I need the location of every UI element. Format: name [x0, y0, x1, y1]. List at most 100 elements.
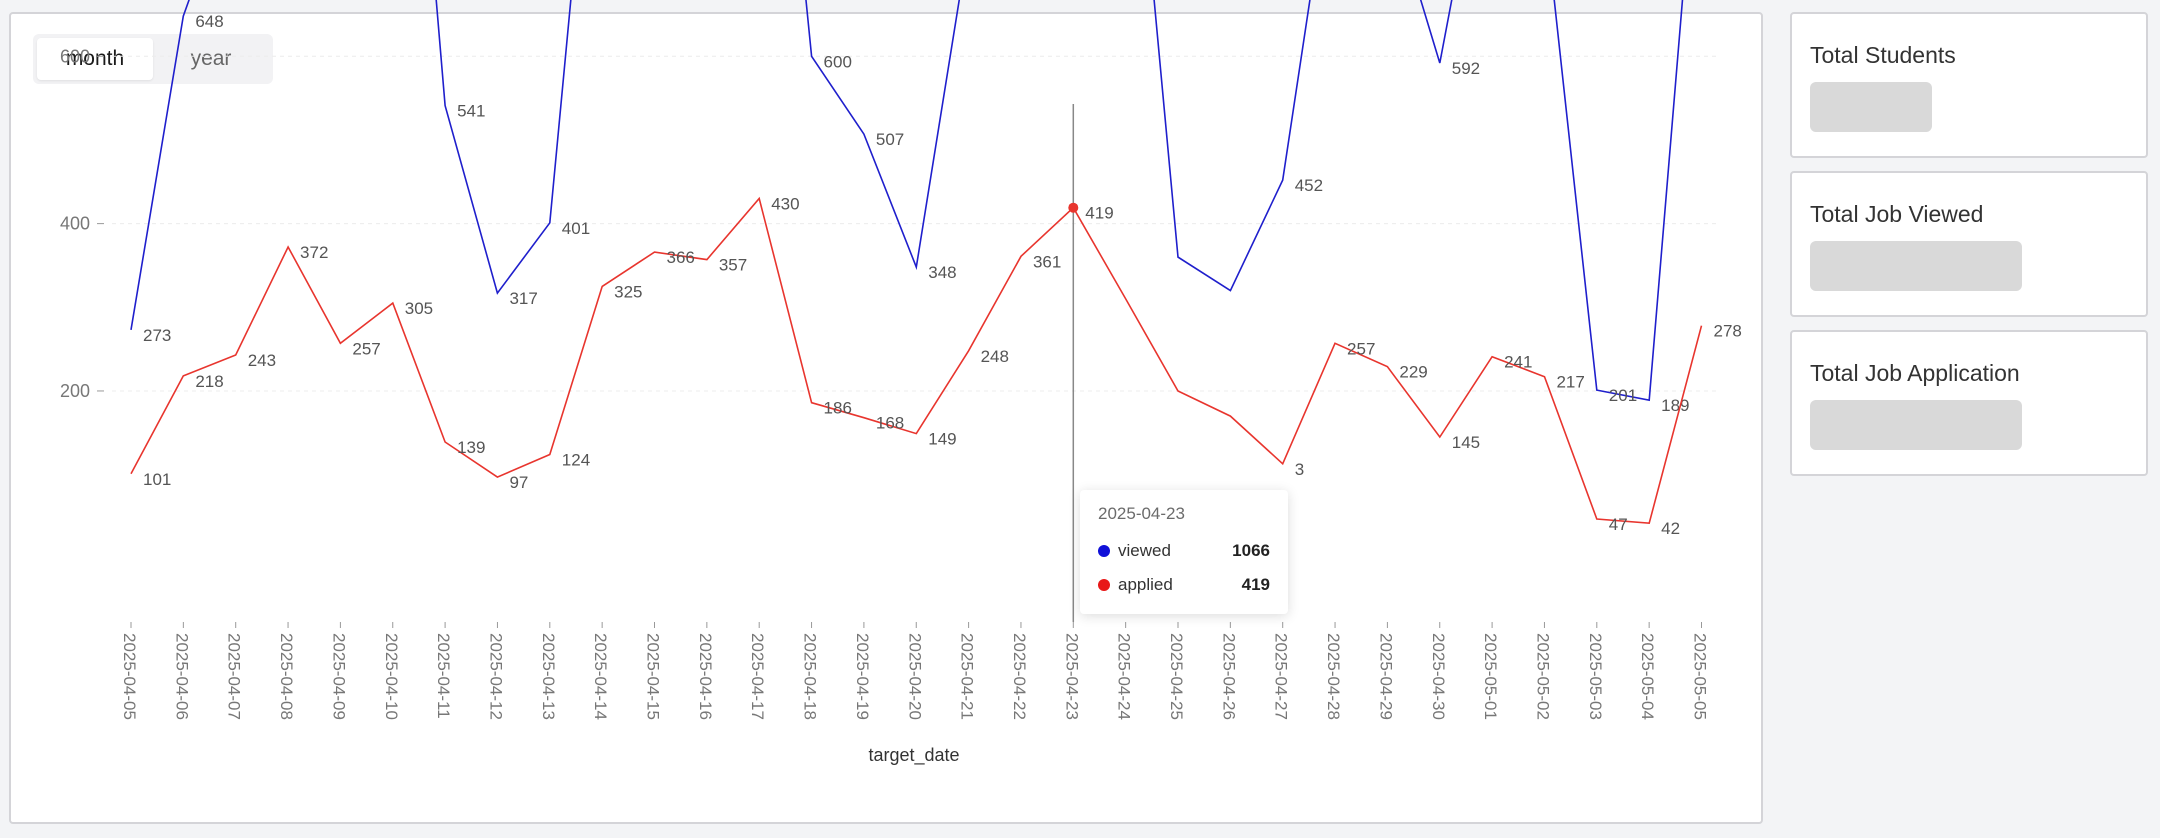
y-tick-label: 600 — [60, 46, 90, 66]
data-label-viewed: 600 — [824, 52, 852, 71]
data-label-applied: 278 — [1714, 322, 1742, 341]
data-label-applied: 168 — [876, 414, 904, 433]
month-toggle-button[interactable]: month — [37, 38, 153, 80]
stat-value-placeholder — [1810, 82, 1932, 132]
x-tick-label: 2025-04-30 — [1429, 633, 1448, 720]
data-label-viewed: 401 — [562, 219, 590, 238]
data-label-applied: 218 — [195, 372, 223, 391]
tooltip-series-name: viewed — [1118, 541, 1171, 560]
x-tick-label: 2025-04-09 — [329, 633, 348, 720]
x-tick-label: 2025-04-07 — [225, 633, 244, 720]
x-tick-label: 2025-05-02 — [1533, 633, 1552, 720]
x-tick-label: 2025-04-14 — [591, 633, 610, 720]
series-line-viewed — [130, 0, 1684, 402]
total-students-card: Total Students — [1790, 12, 2148, 158]
data-label-viewed: 592 — [1452, 59, 1480, 78]
data-label-applied: 257 — [352, 339, 380, 358]
x-tick-label: 2025-05-01 — [1481, 633, 1500, 720]
x-tick-label: 2025-04-19 — [853, 633, 872, 720]
data-label-applied: 42 — [1661, 519, 1680, 538]
x-tick-label: 2025-04-21 — [958, 633, 977, 720]
x-tick-label: 2025-04-20 — [905, 633, 924, 720]
data-label-applied: 101 — [143, 470, 171, 489]
tooltip-series-name: applied — [1118, 575, 1173, 594]
x-tick-label: 2025-04-27 — [1272, 633, 1291, 720]
data-label-applied: 47 — [1609, 515, 1628, 534]
data-label-applied: 243 — [248, 351, 276, 370]
x-tick-label: 2025-04-28 — [1324, 633, 1343, 720]
stat-title: Total Job Application — [1810, 360, 2020, 386]
x-tick-label: 2025-04-29 — [1376, 633, 1395, 720]
chart-tooltip: 2025-04-23 viewed 1066 applied 419 — [1080, 490, 1288, 614]
data-label-applied: 372 — [300, 243, 328, 262]
tooltip-series-value: 1066 — [1232, 541, 1270, 560]
data-label-applied: 430 — [771, 195, 799, 214]
data-label-applied: 248 — [981, 347, 1009, 366]
data-label-applied: 357 — [719, 256, 747, 275]
total-job-application-card: Total Job Application — [1790, 330, 2148, 476]
total-job-viewed-card: Total Job Viewed — [1790, 171, 2148, 317]
data-label-applied: 325 — [614, 282, 642, 301]
x-tick-label: 2025-04-06 — [172, 633, 191, 720]
stat-value-placeholder — [1810, 241, 2022, 291]
data-label-viewed: 273 — [143, 326, 171, 345]
applied-legend-dot — [1098, 579, 1110, 591]
x-tick-label: 2025-05-03 — [1586, 633, 1605, 720]
data-label-applied: 419 — [1085, 204, 1113, 223]
data-label-applied: 366 — [667, 248, 695, 267]
data-label-applied: 139 — [457, 438, 485, 457]
x-tick-label: 2025-04-16 — [696, 633, 715, 720]
data-label-viewed: 541 — [457, 102, 485, 121]
y-tick-label: 400 — [60, 214, 90, 234]
x-tick-label: 2025-04-10 — [382, 633, 401, 720]
y-tick-label: 200 — [60, 381, 90, 401]
data-label-applied: 241 — [1504, 353, 1532, 372]
data-label-applied: 305 — [405, 299, 433, 318]
data-label-applied: 361 — [1033, 252, 1061, 271]
x-tick-label: 2025-04-08 — [277, 633, 296, 720]
data-label-viewed: 201 — [1609, 386, 1637, 405]
data-label-applied: 217 — [1556, 373, 1584, 392]
x-tick-label: 2025-04-23 — [1062, 633, 1081, 720]
data-label-viewed: 507 — [876, 130, 904, 149]
data-label-viewed: 648 — [195, 12, 223, 31]
data-label-applied: 97 — [509, 473, 528, 492]
data-label-applied: 124 — [562, 451, 590, 470]
x-tick-label: 2025-04-25 — [1167, 633, 1186, 720]
x-tick-label: 2025-04-12 — [486, 633, 505, 720]
x-tick-label: 2025-04-26 — [1219, 633, 1238, 720]
data-label-viewed: 189 — [1661, 396, 1689, 415]
data-label-applied: 3 — [1295, 460, 1304, 479]
x-tick-label: 2025-04-24 — [1115, 633, 1134, 720]
series-line-applied — [130, 196, 1703, 525]
tooltip-date: 2025-04-23 — [1098, 504, 1185, 523]
tooltip-row-viewed: viewed 1066 — [1098, 534, 1270, 568]
x-tick-label: 2025-04-17 — [748, 633, 767, 720]
viewed-legend-dot — [1098, 545, 1110, 557]
year-toggle-button[interactable]: year — [153, 38, 269, 80]
data-label-applied: 149 — [928, 430, 956, 449]
x-axis-label: target_date — [868, 745, 959, 766]
data-label-viewed: 348 — [928, 263, 956, 282]
x-tick-label: 2025-05-04 — [1638, 633, 1657, 720]
data-label-viewed: 452 — [1295, 176, 1323, 195]
x-tick-label: 2025-04-13 — [539, 633, 558, 720]
stat-value-placeholder — [1810, 400, 2022, 450]
x-tick-label: 2025-04-05 — [120, 633, 139, 720]
data-label-applied: 186 — [824, 399, 852, 418]
x-tick-label: 2025-04-18 — [801, 633, 820, 720]
data-label-applied: 229 — [1399, 363, 1427, 382]
data-label-applied: 257 — [1347, 339, 1375, 358]
x-tick-label: 2025-04-15 — [644, 633, 663, 720]
data-label-viewed: 317 — [509, 289, 537, 308]
tooltip-row-applied: applied 419 — [1098, 568, 1270, 602]
stat-title: Total Students — [1810, 42, 1956, 68]
x-tick-label: 2025-04-11 — [434, 633, 453, 719]
x-tick-label: 2025-04-22 — [1010, 633, 1029, 720]
period-toggle[interactable]: month year — [33, 34, 273, 84]
tooltip-series-value: 419 — [1241, 575, 1270, 594]
x-tick-label: 2025-05-05 — [1691, 633, 1710, 720]
trend-chart-card: month year — [9, 12, 1763, 824]
data-label-applied: 145 — [1452, 433, 1480, 452]
